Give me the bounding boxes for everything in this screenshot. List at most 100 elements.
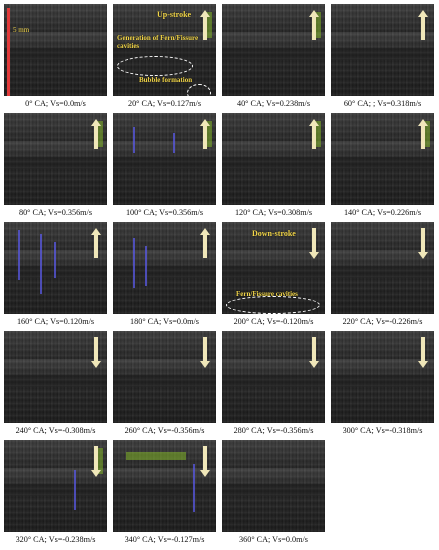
frame-caption: 220° CA; Vs=-0.226m/s <box>342 317 423 326</box>
frame-cell: 100° CA; Vs=0.356m/s <box>111 111 218 220</box>
frame-image <box>222 4 325 96</box>
frame-caption: 300° CA; Vs=-0.318m/s <box>342 426 423 435</box>
arrow-down-icon <box>418 337 428 368</box>
arrow-up-icon <box>200 119 210 149</box>
frame-caption: 320° CA; Vs=-0.238m/s <box>15 535 96 544</box>
arrow-up-icon <box>200 228 210 258</box>
frame-caption: 120° CA; Vs=0.308m/s <box>234 208 313 217</box>
arrow-down-icon <box>309 228 319 259</box>
fern-label: Fern/Fissure cavities <box>236 290 298 298</box>
streak <box>133 127 135 153</box>
marker <box>126 452 186 460</box>
arrow-down-icon <box>200 337 210 368</box>
frame-image <box>331 222 434 314</box>
frame-image <box>113 440 216 532</box>
frame-image: Down-stroke Fern/Fissure cavities <box>222 222 325 314</box>
frame-cell: 80° CA; Vs=0.356m/s <box>2 111 109 220</box>
frame-caption: 140° CA; Vs=0.226m/s <box>343 208 422 217</box>
frame-cell: 340° CA; Vs=-0.127m/s <box>111 438 218 547</box>
frame-image <box>4 113 107 205</box>
frame-cell: 60° CA; ; Vs=0.318m/s <box>329 2 436 111</box>
frame-caption: 160° CA; Vs=0.120m/s <box>16 317 95 326</box>
frame-image: 5 mm <box>4 4 107 96</box>
frame-caption: 260° CA; Vs=-0.356m/s <box>124 426 205 435</box>
frame-cell: 240° CA; Vs=-0.308m/s <box>2 329 109 438</box>
frame-cell: 260° CA; Vs=-0.356m/s <box>111 329 218 438</box>
streak <box>145 246 147 286</box>
frame-caption: 20° CA; Vs=0.127m/s <box>127 99 202 108</box>
frame-image <box>4 440 107 532</box>
arrow-up-icon <box>309 119 319 149</box>
downstroke-label: Down-stroke <box>252 229 296 238</box>
frame-cell: 160° CA; Vs=0.120m/s <box>2 220 109 329</box>
frame-image <box>4 331 107 423</box>
frame-caption: 80° CA; Vs=0.356m/s <box>18 208 93 217</box>
marker <box>204 12 212 38</box>
streak <box>40 234 42 294</box>
frame-image <box>222 331 325 423</box>
frame-caption: 100° CA; Vs=0.356m/s <box>125 208 204 217</box>
frame-caption: 280° CA; Vs=-0.356m/s <box>233 426 314 435</box>
frame-cell: 300° CA; Vs=-0.318m/s <box>329 329 436 438</box>
frame-caption: 240° CA; Vs=-0.308m/s <box>15 426 96 435</box>
streak <box>54 242 56 278</box>
arrow-down-icon <box>418 228 428 259</box>
streak <box>133 238 135 288</box>
frame-cell: 180° CA; Vs=0.0m/s <box>111 220 218 329</box>
fern-ellipse <box>226 296 320 314</box>
frame-image <box>331 331 434 423</box>
marker <box>422 121 430 147</box>
arrow-down-icon <box>200 446 210 477</box>
frame-cell: 40° CA; Vs=0.238m/s <box>220 2 327 111</box>
scale-label: 5 mm <box>13 26 30 34</box>
arrow-up-icon <box>309 10 319 40</box>
frame-caption: 360° CA; Vs=0.0m/s <box>239 535 308 544</box>
marker <box>95 121 103 147</box>
frame-caption: 340° CA; Vs=-0.127m/s <box>124 535 205 544</box>
frame-cell: 220° CA; Vs=-0.226m/s <box>329 220 436 329</box>
frame-caption: 40° CA; Vs=0.238m/s <box>236 99 311 108</box>
arrow-up-icon <box>418 119 428 149</box>
streak <box>193 464 195 512</box>
frame-caption: 0° CA; Vs=0.0m/s <box>25 99 86 108</box>
frame-image <box>222 440 325 532</box>
frame-image <box>113 113 216 205</box>
frame-image <box>113 331 216 423</box>
cavity-ellipse <box>117 56 193 76</box>
frame-cell: 5 mm 0° CA; Vs=0.0m/s <box>2 2 109 111</box>
arrow-down-icon <box>309 337 319 368</box>
frame-cell: Down-stroke Fern/Fissure cavities 200° C… <box>220 220 327 329</box>
streak <box>74 470 76 510</box>
marker <box>204 121 212 147</box>
arrow-down-icon <box>91 337 101 368</box>
arrow-up-icon <box>200 10 210 40</box>
frame-cell: 120° CA; Vs=0.308m/s <box>220 111 327 220</box>
arrow-up-icon <box>418 10 428 40</box>
streak <box>18 230 20 280</box>
bubble-label: Bubble formation <box>139 76 193 84</box>
marker <box>313 12 321 38</box>
frame-cell: 360° CA; Vs=0.0m/s <box>220 438 327 547</box>
frame-image <box>4 222 107 314</box>
frame-cell: 140° CA; Vs=0.226m/s <box>329 111 436 220</box>
frame-cell: 280° CA; Vs=-0.356m/s <box>220 329 327 438</box>
upstroke-label: Up-stroke <box>157 10 192 19</box>
arrow-up-icon <box>91 228 101 258</box>
generation-label: Generation of Fern/Fissure cavities <box>117 34 199 50</box>
scale-bar <box>7 8 10 96</box>
frame-caption: 60° CA; ; Vs=0.318m/s <box>343 99 422 108</box>
arrow-down-icon <box>91 446 101 477</box>
frame-image <box>331 113 434 205</box>
frame-cell: 320° CA; Vs=-0.238m/s <box>2 438 109 547</box>
streak <box>173 133 175 153</box>
frame-image <box>331 4 434 96</box>
frame-caption: 200° CA; Vs=-0.120m/s <box>233 317 314 326</box>
marker <box>95 448 103 474</box>
frame-image: Up-stroke Generation of Fern/Fissure cav… <box>113 4 216 96</box>
frame-image <box>113 222 216 314</box>
bubble-ellipse <box>187 84 211 96</box>
frame-image <box>222 113 325 205</box>
frame-caption: 180° CA; Vs=0.0m/s <box>130 317 199 326</box>
frame-cell: Up-stroke Generation of Fern/Fissure cav… <box>111 2 218 111</box>
